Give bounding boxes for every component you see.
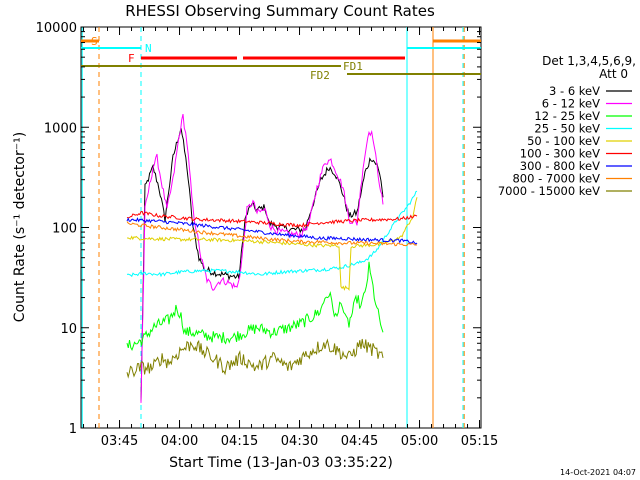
legend-header-line-2: Att 0 — [599, 67, 628, 81]
x-tick-label: 05:15 — [461, 434, 498, 449]
x-axis-label: Start Time (13-Jan-03 03:35:22) — [169, 455, 393, 471]
x-tick-label: 04:30 — [281, 434, 318, 449]
legend-label: 100 - 300 keV — [520, 147, 600, 161]
legend-label: 7000 - 15000 keV — [498, 184, 600, 198]
legend-label: 300 - 800 keV — [520, 159, 600, 173]
y-tick-label: 100 — [52, 222, 77, 237]
series-line-300-800keV — [126, 217, 418, 245]
footer-timestamp: 14-Oct-2021 04:07 — [560, 468, 636, 477]
fd2-label: FD2 — [310, 69, 330, 82]
saa-label: S — [91, 35, 98, 48]
annotation-text-layer: S NF FD1 FD2 — [91, 35, 363, 82]
legend-header-line-1: Det 1,3,4,5,6,9, — [542, 54, 636, 68]
series-line-6-12keV — [140, 113, 384, 403]
y-axis-label: Count Rate (s⁻¹ detector⁻¹) — [12, 132, 28, 322]
night-label: N — [145, 42, 152, 55]
legend-label: 6 - 12 keV — [542, 97, 600, 111]
y-tick-label: 1 — [69, 422, 77, 437]
series-layer — [126, 113, 418, 403]
x-tick-label: 03:45 — [101, 434, 138, 449]
x-tick-label: 04:45 — [341, 434, 378, 449]
fd1-label: FD1 — [343, 60, 363, 73]
series-line-3-6keV — [140, 127, 384, 402]
y-tick-label: 10000 — [36, 21, 77, 36]
annotation-layer — [81, 27, 481, 428]
flare-label: F — [128, 52, 135, 65]
series-line-100-300keV — [126, 210, 418, 228]
chart-title: RHESSI Observing Summary Count Rates — [125, 2, 435, 20]
legend-label: 25 - 50 keV — [534, 122, 600, 136]
legend-label: 12 - 25 keV — [534, 109, 600, 123]
legend-label: 50 - 100 keV — [527, 134, 600, 148]
x-tick-label: 04:00 — [161, 434, 198, 449]
axis-layer: 1 10 100 1000 10000 03:45 04:00 04:15 04:30 04:45… — [36, 21, 499, 449]
legend-label: 800 - 7000 keV — [512, 172, 600, 186]
series-line-12-25keV — [126, 261, 384, 351]
x-tick-label: 04:15 — [221, 434, 258, 449]
y-tick-label: 10 — [60, 322, 77, 337]
series-line-800-7000keV — [126, 221, 418, 247]
x-tick-label: 05:00 — [401, 434, 438, 449]
y-tick-label: 1000 — [44, 121, 77, 136]
series-line-25-50keV — [126, 190, 418, 278]
series-line-7000-15000keV — [126, 338, 384, 379]
legend-label: 3 - 6 keV — [549, 84, 600, 98]
